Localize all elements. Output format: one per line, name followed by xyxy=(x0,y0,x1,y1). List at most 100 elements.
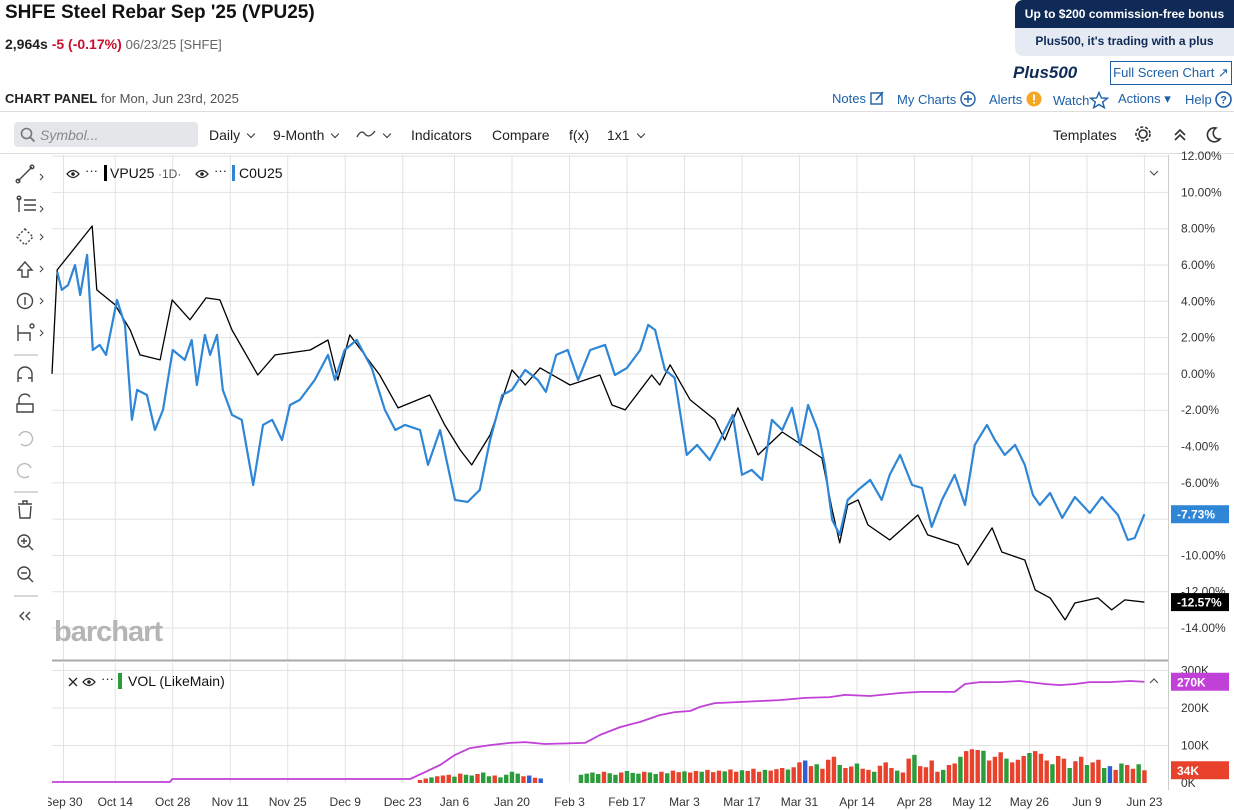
volume-bar xyxy=(1090,762,1095,783)
volume-bar xyxy=(877,765,883,783)
volume-bar xyxy=(711,772,716,783)
volume-bar xyxy=(463,774,469,783)
notes-icon xyxy=(869,91,884,105)
notes-link[interactable]: Notes xyxy=(832,91,885,106)
x-tick-label: Dec 23 xyxy=(384,795,422,809)
volume-bar xyxy=(900,772,906,783)
volume-bar xyxy=(642,771,647,783)
volume-bar xyxy=(854,763,860,783)
volume-bar xyxy=(665,773,670,783)
range-menu[interactable]: 9-Month xyxy=(273,127,340,143)
volume-bar xyxy=(912,754,917,783)
last-value-box xyxy=(1171,761,1229,780)
volume-title: VOL (LikeMain) xyxy=(128,673,225,689)
x-tick-label: Mar 31 xyxy=(781,795,819,809)
svg-text:?: ? xyxy=(1221,95,1228,107)
volume-bar xyxy=(871,771,877,783)
x-tick-label: Jan 6 xyxy=(440,795,470,809)
svg-text:···: ··· xyxy=(214,163,227,178)
volume-bar xyxy=(601,771,607,783)
volume-bar xyxy=(417,780,423,783)
volume-bar xyxy=(992,756,998,783)
y-tick-label: 12.00% xyxy=(1181,149,1222,163)
volume-bar xyxy=(1027,753,1032,783)
indicators-button[interactable]: Indicators xyxy=(411,127,472,143)
x-tick-label: Nov 25 xyxy=(269,795,307,809)
volume-bar xyxy=(751,768,756,783)
volume-bar xyxy=(423,778,428,783)
menu-label: Daily xyxy=(209,127,241,143)
ad-tagline[interactable]: Plus500, it's trading with a plus xyxy=(1015,28,1234,56)
volume-bar xyxy=(986,760,992,783)
ad-brand[interactable]: Plus500 xyxy=(1013,63,1078,82)
link-label: Actions xyxy=(1118,91,1161,106)
volume-bar xyxy=(780,768,785,783)
legend-label[interactable]: C0U25 xyxy=(239,165,283,181)
volume-bar xyxy=(682,771,687,783)
x-tick-label: Oct 14 xyxy=(98,795,134,809)
full-screen-button[interactable]: Full Screen Chart ↗ xyxy=(1110,61,1232,85)
last-value-label: -7.73% xyxy=(1177,508,1215,522)
star-icon xyxy=(1089,90,1110,110)
volume-bar xyxy=(1124,765,1130,783)
x-tick-label: Feb 3 xyxy=(554,795,585,809)
volume-bar xyxy=(613,774,618,783)
x-tick-label: Oct 28 xyxy=(155,795,191,809)
divider xyxy=(0,153,1234,154)
volume-bar xyxy=(797,762,802,783)
volume-bar xyxy=(946,765,952,783)
volume-bar xyxy=(538,778,543,783)
volume-bar xyxy=(1073,761,1078,783)
chart-type-menu[interactable] xyxy=(356,127,392,143)
volume-bar xyxy=(998,752,1003,783)
volume-bar xyxy=(814,764,819,783)
volume-bar xyxy=(452,776,457,783)
y-tick-label: 100K xyxy=(1181,739,1209,753)
last-value-label: 34K xyxy=(1177,764,1199,778)
x-tick-label: Jan 20 xyxy=(494,795,530,809)
last-value-box xyxy=(1171,505,1229,524)
volume-bar xyxy=(1136,764,1141,783)
help-icon: ? xyxy=(1215,91,1233,108)
help-link[interactable]: Help ? xyxy=(1185,91,1233,108)
y-tick-label: -2.00% xyxy=(1181,403,1219,417)
layout-menu[interactable]: 1x1 xyxy=(607,127,645,143)
volume-bar xyxy=(630,772,635,783)
volume-bar xyxy=(1119,763,1124,783)
volume-bar xyxy=(1101,768,1107,783)
volume-bar xyxy=(670,770,676,783)
watch-link[interactable]: Watch xyxy=(1053,90,1110,110)
volume-bar xyxy=(504,774,509,783)
alerts-link[interactable]: Alerts xyxy=(989,91,1042,107)
symbol-search[interactable]: Symbol... xyxy=(14,122,198,147)
panel-date: for Mon, Jun 23rd, 2025 xyxy=(100,91,239,106)
drawing-toolbar[interactable] xyxy=(0,155,48,810)
volume-bar xyxy=(521,776,526,783)
x-tick-label: Mar 17 xyxy=(723,795,761,809)
volume-bar xyxy=(734,771,739,783)
templates-button[interactable]: Templates xyxy=(1053,127,1117,143)
volume-bar xyxy=(785,769,791,783)
volume-bar xyxy=(659,771,664,783)
legend-label[interactable]: VPU25 xyxy=(110,165,155,181)
x-tick-label: Apr 14 xyxy=(839,795,875,809)
volume-bar xyxy=(1004,758,1009,783)
y-tick-label: -10.00% xyxy=(1181,548,1226,562)
plus-icon xyxy=(960,91,976,107)
volume-bar xyxy=(475,774,480,783)
ad-headline[interactable]: Up to $200 commission-free bonus xyxy=(1015,0,1234,28)
my-charts-link[interactable]: My Charts xyxy=(897,91,976,107)
volume-bar xyxy=(848,766,854,783)
search-icon xyxy=(20,127,36,143)
compare-button[interactable]: Compare xyxy=(492,127,550,143)
volume-bar xyxy=(578,774,584,783)
volume-bar xyxy=(820,768,825,783)
actions-link[interactable]: Actions ▾ xyxy=(1118,91,1171,106)
interval-menu[interactable]: Daily xyxy=(209,127,256,143)
toolbar-icons[interactable] xyxy=(1134,126,1224,144)
volume-bar xyxy=(981,750,986,783)
volume-bar xyxy=(498,777,503,783)
function-button[interactable]: f(x) xyxy=(569,127,590,143)
